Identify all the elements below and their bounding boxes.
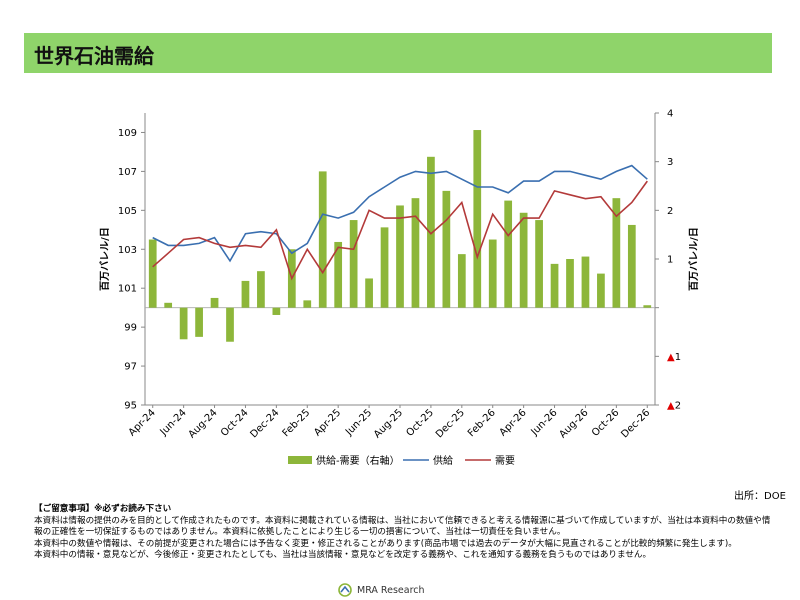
title-bar: 世界石油需給 — [24, 33, 772, 73]
bar-supply-minus-demand — [179, 307, 188, 340]
bar-supply-minus-demand — [566, 259, 574, 308]
left-tick-label: 99 — [124, 323, 137, 334]
x-tick-label: Apr-24 — [127, 407, 158, 438]
x-tick-label: Aug-26 — [557, 407, 590, 440]
right-tick-label: 1 — [667, 255, 673, 266]
right-tick-label: 2 — [667, 206, 673, 217]
bar-supply-minus-demand — [581, 256, 590, 308]
x-tick-label: Oct-25 — [404, 407, 436, 439]
x-tick-label: Dec-26 — [619, 407, 652, 440]
x-tick-label: Oct-26 — [590, 407, 622, 439]
left-tick-label: 109 — [118, 128, 137, 139]
x-tick-label: Feb-26 — [466, 407, 498, 439]
bar-supply-minus-demand — [627, 224, 636, 308]
bar-supply-minus-demand — [457, 254, 466, 308]
bar-supply-minus-demand — [257, 271, 265, 308]
right-tick-label: ▲2 — [667, 401, 681, 412]
legend-bar-label: 供給-需要（右軸） — [316, 454, 400, 467]
bar-supply-minus-demand — [195, 307, 203, 337]
bar-supply-minus-demand — [226, 307, 234, 342]
line-demand — [152, 180, 648, 281]
bar-supply-minus-demand — [597, 273, 605, 308]
bar-supply-minus-demand — [504, 200, 513, 308]
legend-supply-label: 供給 — [433, 454, 453, 467]
bar-supply-minus-demand — [210, 297, 219, 308]
legend-bar-swatch — [288, 456, 312, 464]
x-tick-label: Oct-24 — [219, 407, 251, 439]
x-tick-label: Feb-25 — [281, 407, 313, 439]
bar-supply-minus-demand — [411, 198, 420, 308]
x-tick-label: Jun-24 — [158, 407, 189, 438]
bar-supply-minus-demand — [380, 227, 389, 308]
x-tick-label: Jun-26 — [529, 407, 560, 438]
bar-supply-minus-demand — [365, 278, 373, 308]
disclaimer-heading: 【ご留意事項】※必ずお読み下さい — [34, 504, 172, 514]
right-tick-label: 3 — [667, 157, 673, 168]
bar-supply-minus-demand — [535, 220, 543, 308]
supply-demand-chart: 95 97 99 101 103 105 107 109 4 3 2 1 ▲1 ▲2 百万バレル/日 百万バレ… — [99, 109, 700, 468]
left-tick-label: 107 — [118, 167, 137, 178]
footer: MRA Research — [338, 582, 425, 598]
x-tick-label: Apr-25 — [312, 407, 343, 438]
bar-supply-minus-demand — [148, 239, 157, 308]
company-name: MRA Research — [357, 584, 425, 596]
left-axis-title: 百万バレル/日 — [99, 227, 111, 291]
bar-supply-minus-demand — [272, 307, 281, 315]
bar-supply-minus-demand — [442, 190, 451, 308]
bar-supply-minus-demand — [164, 302, 173, 308]
x-tick-label: Jun-25 — [343, 407, 374, 438]
line-supply — [152, 164, 648, 263]
page-title: 世界石油需給 — [34, 44, 154, 68]
company-logo-icon — [338, 583, 352, 597]
left-tick-label: 105 — [118, 206, 137, 217]
bar-supply-minus-demand — [643, 305, 652, 308]
disclaimer: 【ご留意事項】※必ずお読み下さい 本資料は情報の提供のみを目的として作成されたも… — [34, 504, 774, 562]
bar-supply-minus-demand — [334, 241, 343, 308]
x-tick-label: Dec-24 — [248, 407, 281, 440]
left-tick-label: 97 — [124, 362, 137, 373]
bar-supply-minus-demand — [473, 130, 482, 308]
source-label: 出所：DOE — [734, 491, 786, 502]
bar-supply-minus-demand — [303, 300, 312, 308]
disclaimer-line-3: 本資料中の情報・意見などが、今後修正・変更されたとしても、当社は当該情報・意見な… — [34, 550, 652, 561]
x-tick-label: Apr-26 — [498, 407, 529, 438]
x-tick-label: Dec-25 — [434, 407, 467, 440]
right-tick-label: 4 — [667, 109, 673, 120]
legend-demand-label: 需要 — [495, 455, 515, 467]
left-tick-label: 103 — [118, 245, 137, 256]
x-tick-label: Aug-25 — [372, 407, 405, 440]
bar-supply-minus-demand — [241, 280, 250, 308]
bar-supply-minus-demand — [612, 198, 621, 308]
left-tick-label: 101 — [118, 284, 137, 295]
bar-supply-minus-demand — [318, 171, 327, 308]
bar-supply-minus-demand — [427, 156, 435, 308]
right-tick-label: ▲1 — [667, 352, 681, 363]
bar-supply-minus-demand — [488, 239, 497, 308]
right-axis-title: 百万バレル/日 — [688, 227, 700, 291]
bar-supply-minus-demand — [349, 220, 358, 308]
disclaimer-line-2: 本資料中の数値や情報は、その前提が変更された場合には予告なく変更・修正されること… — [34, 538, 737, 549]
x-tick-label: Aug-24 — [187, 407, 220, 440]
disclaimer-line-1: 本資料は情報の提供のみを目的として作成されたものです。本資料に掲載されている情報… — [34, 515, 771, 538]
bar-supply-minus-demand — [519, 212, 528, 308]
left-tick-label: 95 — [124, 401, 137, 412]
bar-supply-minus-demand — [396, 205, 404, 308]
bar-supply-minus-demand — [550, 263, 559, 308]
